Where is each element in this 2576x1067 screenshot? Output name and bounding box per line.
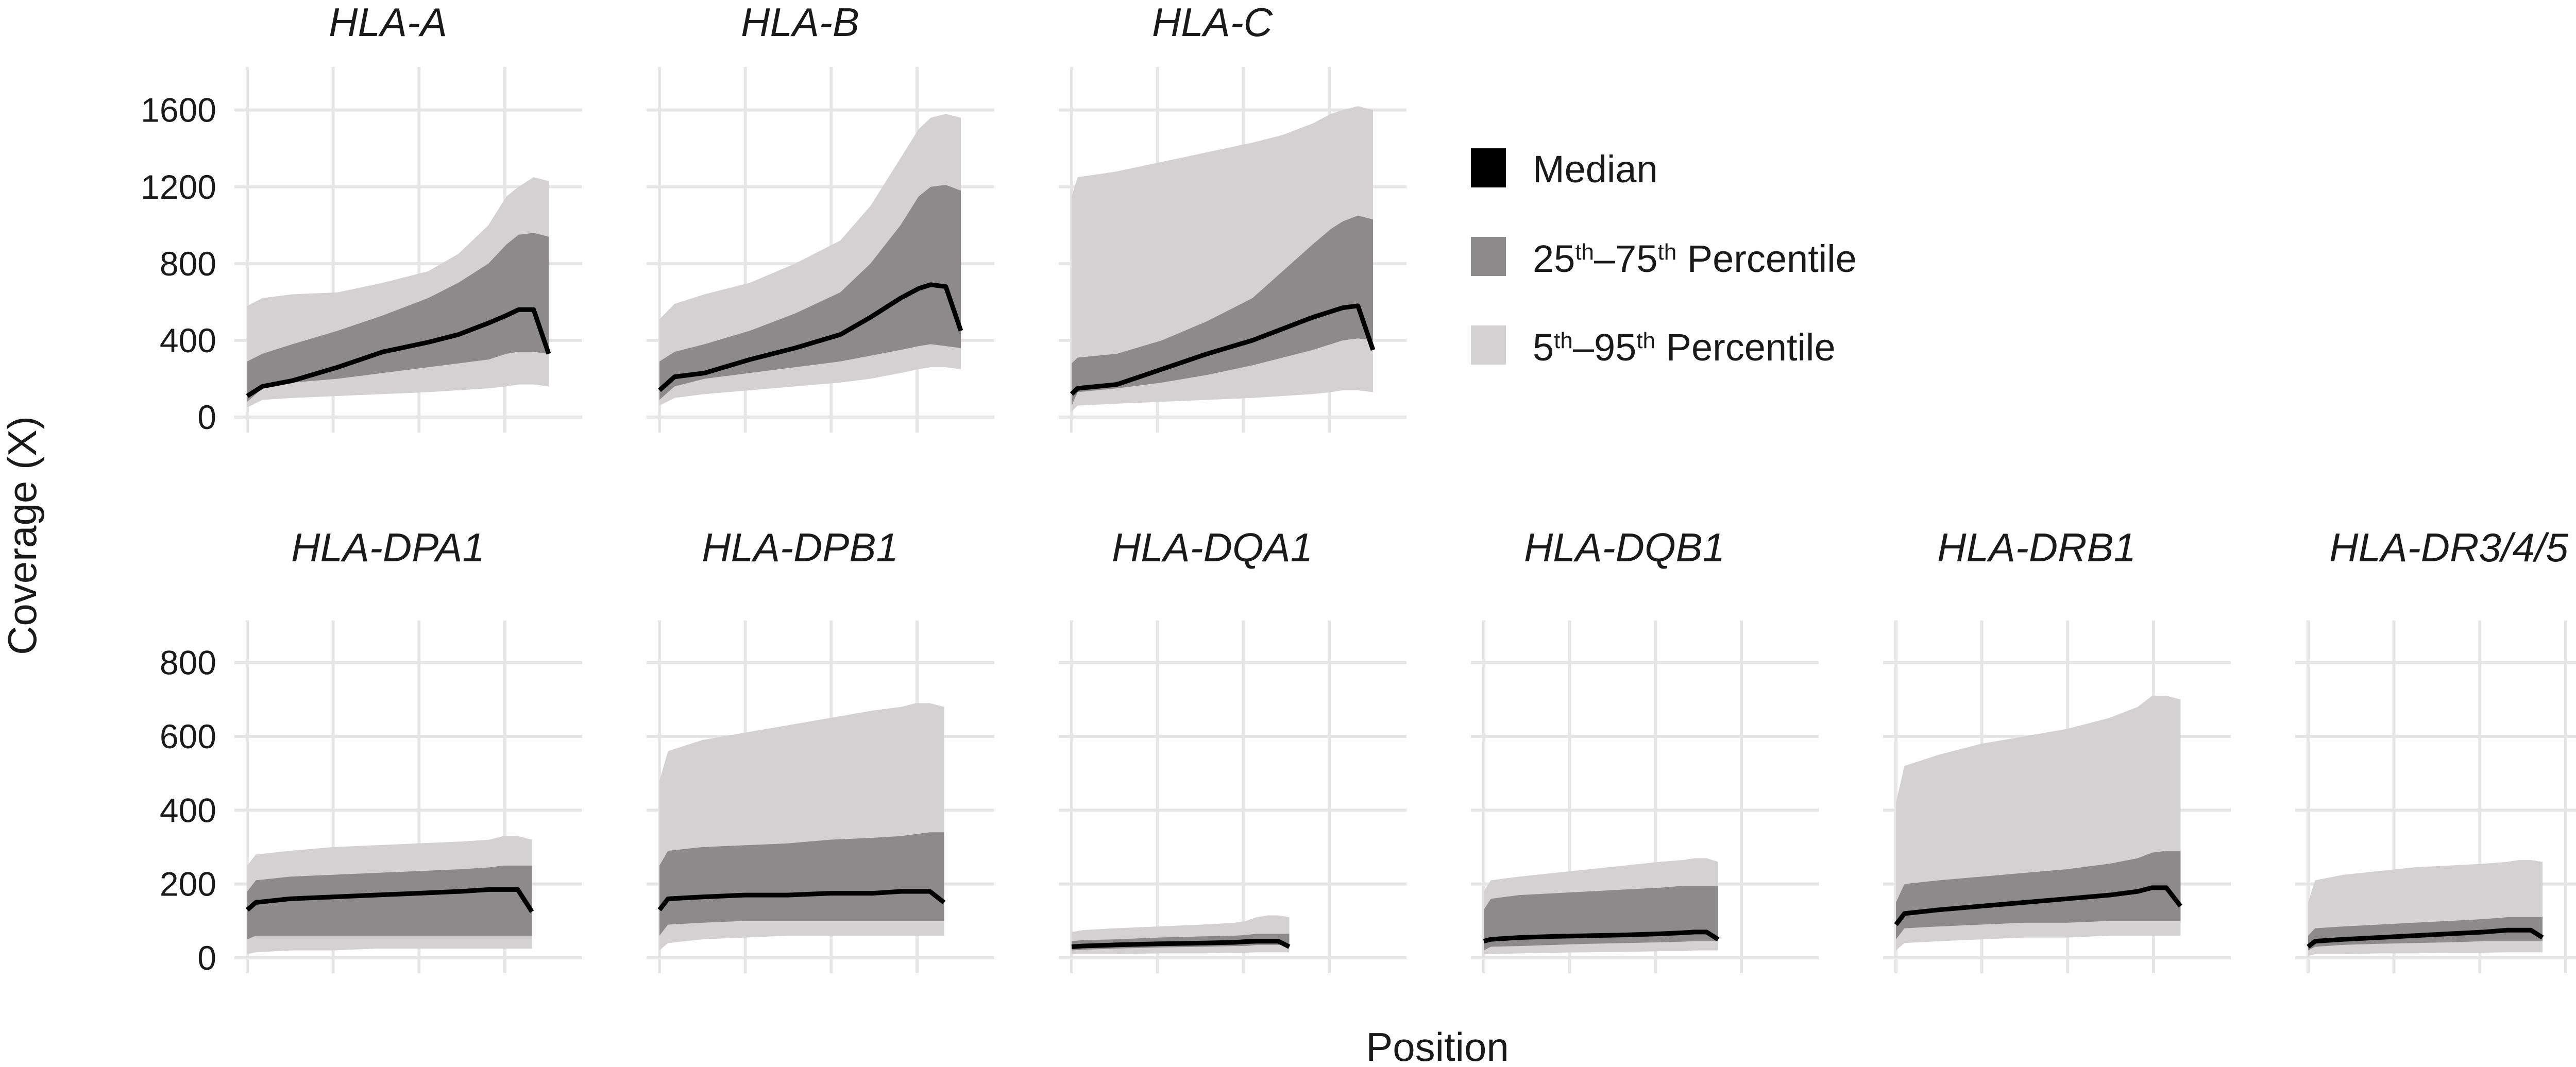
panel-hla-dqb1: HLA-DQB1 — [1471, 525, 1819, 973]
legend-swatch-iqr — [1471, 237, 1506, 276]
median-line — [657, 889, 946, 911]
legend-label-p5-95: 5th–95th Percentile — [1533, 326, 1836, 369]
x-axis-label: Position — [1366, 1024, 1509, 1067]
y-tick-label: 0 — [197, 398, 216, 436]
y-tick-label: 800 — [160, 644, 216, 682]
panel-title: HLA-DRB1 — [1937, 525, 2136, 570]
panel-title: HLA-DQA1 — [1112, 525, 1313, 570]
y-tick-label: 600 — [160, 717, 216, 755]
legend-label-iqr: 25th–75th Percentile — [1533, 237, 1857, 280]
band-p25-p75 — [1896, 851, 2181, 940]
band-p25-p75 — [659, 832, 944, 936]
panel-title: HLA-C — [1152, 0, 1273, 45]
panels-layer: HLA-A 0 400 800 1200 1600 HLA-B HLA-C HLA-DPA1 0 2… — [141, 0, 2576, 977]
panel-hla-a: HLA-A 0 400 800 1200 1600 — [141, 0, 582, 436]
band-p25-p75 — [247, 233, 549, 402]
median-line — [1894, 885, 2183, 926]
legend-swatch-median — [1471, 148, 1506, 187]
median-line — [1070, 303, 1376, 396]
y-tick-label: 400 — [160, 791, 216, 829]
median-line — [1483, 930, 1720, 944]
panel-hla-c: HLA-C — [1059, 0, 1406, 433]
panel-hla-drb1: HLA-DRB1 — [1883, 525, 2231, 973]
panel-hla-b: HLA-B — [647, 0, 994, 433]
median-line — [246, 307, 551, 398]
y-tick-label: 400 — [160, 321, 216, 359]
legend: Median 25th–75th Percentile 5th–95th Per… — [1471, 148, 1857, 369]
panel-hla-dr3-4-5: HLA-DR3/4/5 — [2295, 525, 2576, 973]
band-p25-p75 — [1072, 215, 1373, 406]
panel-title: HLA-DPB1 — [702, 525, 898, 570]
y-axis-label: Coverage (X) — [0, 416, 45, 655]
panel-hla-dpa1: HLA-DPA1 0 200 400 600 800 — [160, 525, 582, 977]
panel-title: HLA-DQB1 — [1524, 525, 1725, 570]
median-line — [1071, 939, 1291, 949]
panel-title: HLA-A — [329, 0, 447, 45]
band-p25-p75 — [247, 865, 532, 940]
band-p25-p75 — [659, 185, 961, 400]
band-p25-p75 — [1484, 886, 1718, 951]
y-tick-label: 0 — [197, 939, 216, 977]
y-tick-label: 1200 — [141, 168, 216, 206]
median-line — [246, 887, 534, 913]
y-tick-label: 200 — [160, 865, 216, 903]
legend-label-median: Median — [1533, 148, 1658, 191]
panel-hla-dqa1: HLA-DQA1 — [1059, 525, 1406, 973]
panel-title: HLA-DPA1 — [291, 525, 485, 570]
median-line — [2307, 927, 2544, 949]
legend-swatch-p5-95 — [1471, 325, 1506, 365]
panel-title: HLA-DR3/4/5 — [2329, 525, 2568, 570]
y-tick-label: 800 — [160, 245, 216, 283]
y-tick-label: 1600 — [141, 91, 216, 129]
panel-title: HLA-B — [741, 0, 859, 45]
median-line — [658, 282, 963, 392]
panel-hla-dpb1: HLA-DPB1 — [647, 525, 994, 973]
